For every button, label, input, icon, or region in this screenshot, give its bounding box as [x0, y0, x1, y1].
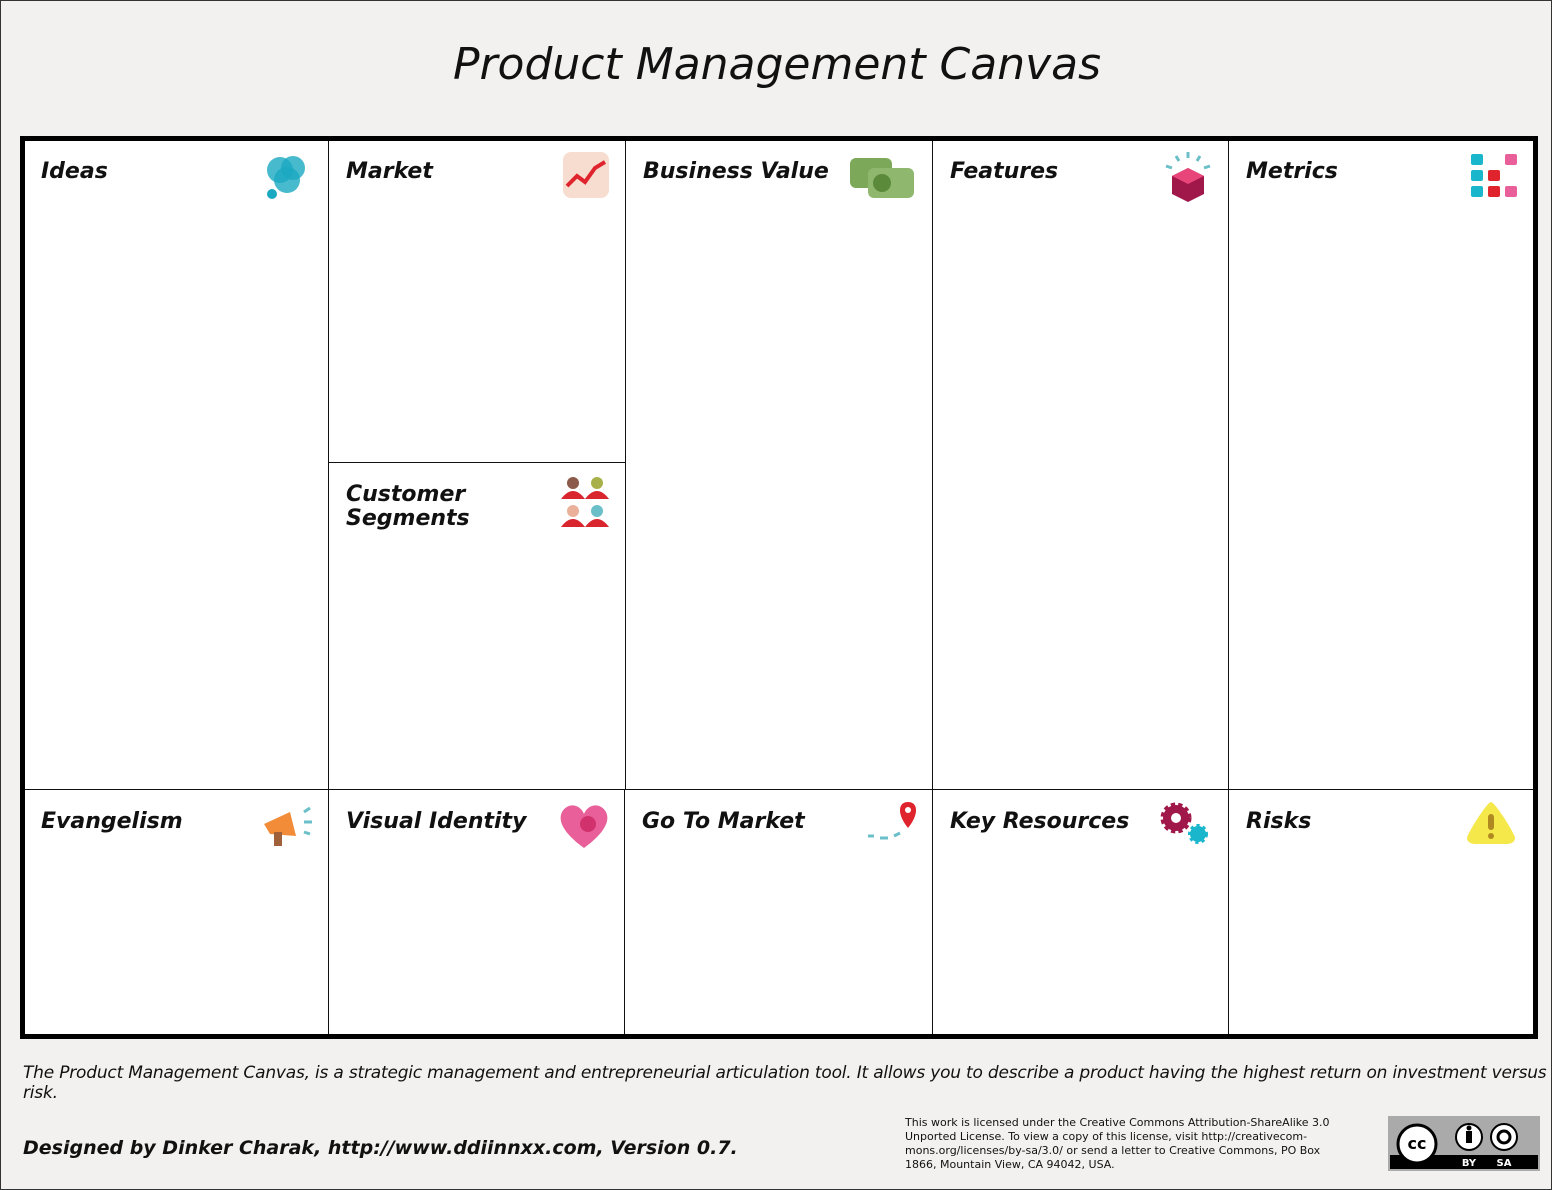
cell-label: Market [346, 159, 433, 184]
cell-ideas: Ideas [23, 139, 329, 790]
badge-by: BY [1462, 1158, 1477, 1169]
icon [264, 806, 312, 846]
credit: Designed by Dinker Charak, http://www.dd… [23, 1137, 738, 1159]
cell-go-to-market: Go To Market [624, 789, 933, 1037]
cell-label: Business Value [643, 159, 829, 184]
cell-label: Customer Segments [346, 482, 470, 531]
cell-label: Risks [1246, 809, 1312, 834]
icon [563, 152, 609, 198]
cell-risks: Risks [1228, 789, 1536, 1037]
icon [561, 477, 609, 527]
badge-art: cc BY SA [1390, 1118, 1538, 1169]
cell-label: Visual Identity [346, 809, 527, 834]
cell-customer-segments: Customer Segments [328, 462, 626, 790]
cell-label: Key Resources [950, 809, 1130, 834]
icon [1467, 802, 1515, 844]
cell-key-resources: Key Resources [932, 789, 1229, 1037]
badge-cc: cc [1408, 1134, 1427, 1153]
cell-label: Features [950, 159, 1059, 184]
cell-business-value: Business Value [625, 139, 933, 790]
cell-market: Market [328, 139, 626, 463]
cc-badge[interactable]: cc BY SA [1388, 1116, 1540, 1171]
icon [267, 156, 305, 199]
license-line: This work is licensed under the Creative… [905, 1116, 1330, 1129]
cell-label: Evangelism [41, 809, 183, 834]
license-line: Unported License. To view a copy of this… [905, 1130, 1308, 1143]
icon [850, 158, 914, 198]
cell-label: Metrics [1246, 159, 1338, 184]
badge-sa: SA [1497, 1158, 1512, 1169]
icon [868, 802, 916, 840]
cell-metrics: Metrics [1228, 139, 1536, 790]
icon [1165, 152, 1211, 202]
icon [1160, 802, 1208, 844]
page-title: Product Management Canvas [452, 39, 1102, 90]
cell-features: Features [932, 139, 1229, 790]
icon [560, 805, 608, 848]
description: The Product Management Canvas, is a stra… [23, 1063, 1547, 1103]
cell-label: Go To Market [642, 809, 805, 834]
cell-evangelism: Evangelism [23, 789, 329, 1037]
icon [1471, 154, 1517, 197]
license-line: 1866, Mountain View, CA 94042, USA. [905, 1158, 1115, 1171]
cell-label: Ideas [41, 159, 108, 184]
cell-visual-identity: Visual Identity [328, 789, 625, 1037]
license-line: mons.org/licenses/by-sa/3.0/ or send a l… [905, 1144, 1321, 1157]
license-text: This work is licensed under the Creative… [905, 1116, 1330, 1172]
